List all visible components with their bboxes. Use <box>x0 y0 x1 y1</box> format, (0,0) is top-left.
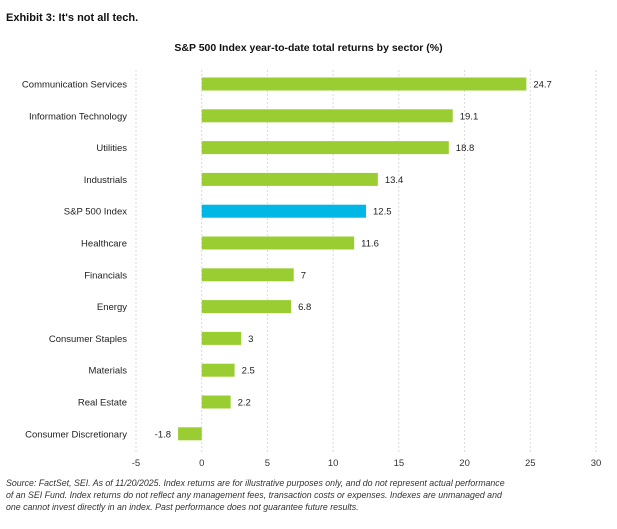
value-label: 12.5 <box>373 207 392 218</box>
value-label: 13.4 <box>385 175 404 186</box>
category-label: Consumer Staples <box>49 334 127 345</box>
value-label: 19.1 <box>460 111 479 122</box>
category-label: Communication Services <box>22 80 127 91</box>
bar <box>201 172 378 186</box>
x-tick-label: 25 <box>525 458 536 469</box>
x-tick-label: -5 <box>132 458 140 469</box>
category-label: S&P 500 Index <box>64 207 127 218</box>
category-label: Industrials <box>84 175 128 186</box>
value-label: -1.8 <box>155 429 171 440</box>
category-label: Utilities <box>96 143 127 154</box>
bar <box>201 300 292 314</box>
bar <box>201 77 527 91</box>
category-label: Information Technology <box>29 111 127 122</box>
exhibit-title: Exhibit 3: It's not all tech. <box>6 12 139 24</box>
value-labels: 24.7 19.1 18.8 13.4 12.5 11.6 7 6.8 3 2.5 2.2 -1.8 <box>155 80 552 441</box>
value-label: 24.7 <box>533 80 552 91</box>
chart-title: S&P 500 Index year-to-date total returns… <box>174 42 443 54</box>
bar <box>201 268 294 282</box>
value-label: 2.5 <box>242 366 255 377</box>
category-label: Materials <box>88 366 127 377</box>
category-label: Real Estate <box>78 398 127 409</box>
value-label: 2.2 <box>238 398 251 409</box>
bar <box>201 331 242 345</box>
x-tick-label: 20 <box>459 458 470 469</box>
value-label: 3 <box>248 334 253 345</box>
category-labels: Communication Services Information Techno… <box>22 80 127 441</box>
bar <box>201 109 453 123</box>
bar <box>201 363 235 377</box>
bar <box>201 236 355 250</box>
bar <box>201 204 366 218</box>
category-label: Healthcare <box>81 239 127 250</box>
x-tick-label: 0 <box>199 458 204 469</box>
x-axis-ticks: -5 0 5 10 15 20 25 30 <box>132 458 602 469</box>
x-tick-label: 10 <box>328 458 339 469</box>
bars <box>178 77 527 441</box>
value-label: 7 <box>301 270 306 281</box>
bar <box>201 395 231 409</box>
x-tick-label: 15 <box>394 458 405 469</box>
x-tick-label: 30 <box>591 458 602 469</box>
bar <box>178 427 202 441</box>
bar <box>201 141 449 155</box>
gridlines <box>135 70 597 452</box>
category-label: Financials <box>84 270 127 281</box>
value-label: 11.6 <box>361 239 379 250</box>
x-tick-label: 5 <box>265 458 270 469</box>
source-note: Source: FactSet, SEI. As of 11/20/2025. … <box>6 478 505 512</box>
category-label: Consumer Discretionary <box>25 429 127 440</box>
category-label: Energy <box>97 302 127 313</box>
value-label: 18.8 <box>456 143 475 154</box>
value-label: 6.8 <box>298 302 311 313</box>
